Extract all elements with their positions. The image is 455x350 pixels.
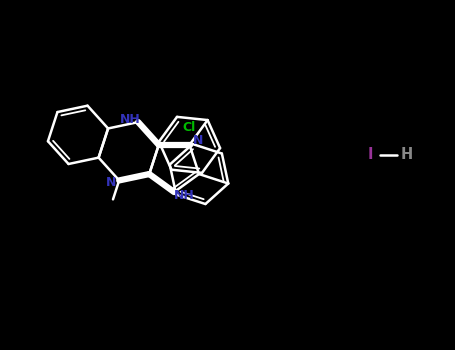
Text: Cl: Cl [182,121,196,134]
Text: H: H [401,147,413,162]
Text: N: N [192,134,203,147]
Text: NH: NH [174,189,194,202]
Text: N: N [106,176,116,189]
Text: NH: NH [120,113,141,126]
Text: I: I [367,147,373,162]
